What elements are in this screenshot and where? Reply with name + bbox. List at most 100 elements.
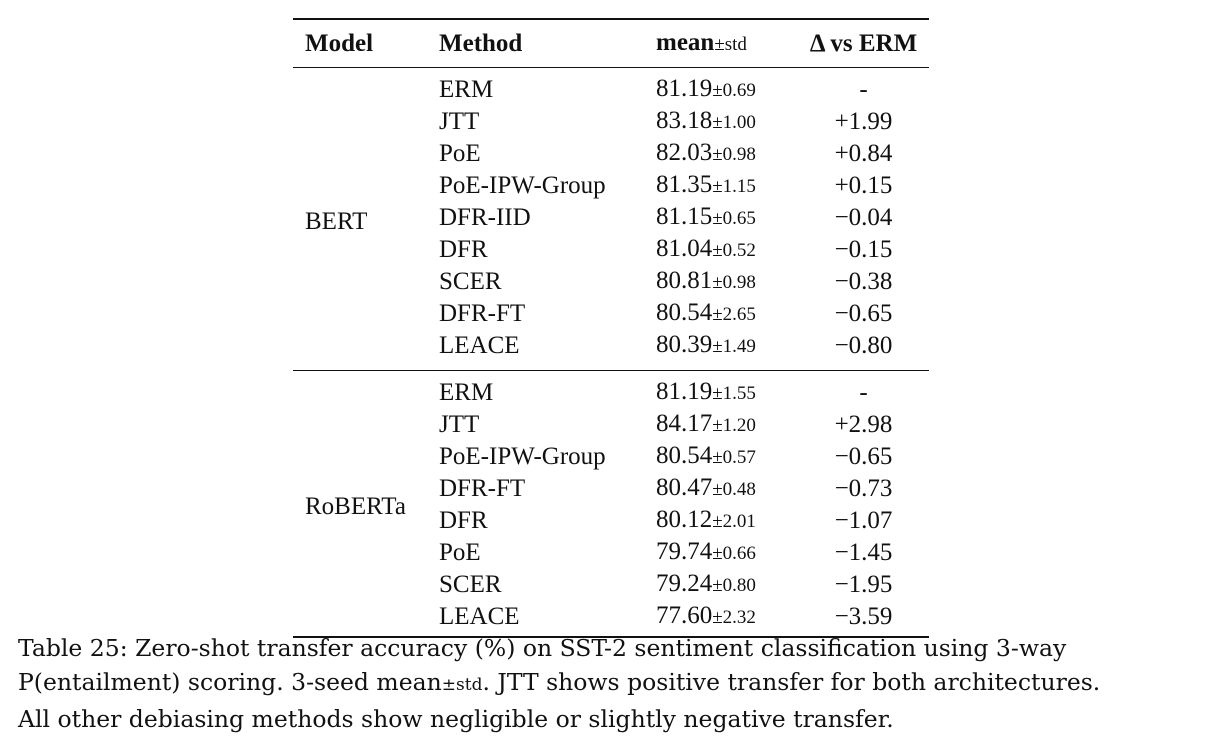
std-value: ±1.15 (712, 176, 756, 197)
mean-value: 80.81 (656, 267, 713, 294)
table-row: DFR 81.04±0.52 −0.15 (293, 234, 929, 266)
mean-value: 83.18 (656, 107, 713, 134)
mean-cell: 81.35±1.15 (656, 170, 798, 202)
mean-value: 81.19 (656, 378, 713, 405)
mean-value: 81.35 (656, 171, 713, 198)
method-cell: LEACE (439, 603, 520, 630)
delta-cell: −0.38 (834, 268, 893, 295)
method-cell: DFR (439, 507, 488, 534)
table-group-roberta: RoBERTa ERM 81.19±1.55 - JTT 84.17±1.20 +2.98 P… (293, 370, 929, 637)
method-cell: ERM (439, 76, 494, 103)
header-delta: Δ vs ERM (809, 30, 918, 57)
header-row: Model Method mean±std Δ vs ERM (293, 19, 929, 68)
delta-cell: −0.65 (834, 443, 893, 470)
method-cell: JTT (439, 411, 480, 438)
header-mean: mean±std (656, 19, 798, 68)
table-row: LEACE 80.39±1.49 −0.80 (293, 330, 929, 371)
method-cell: JTT (439, 108, 480, 135)
table-row: JTT 84.17±1.20 +2.98 (293, 409, 929, 441)
std-value: ±1.00 (712, 112, 756, 133)
model-cell: RoBERTa (305, 492, 406, 520)
mean-cell: 81.04±0.52 (656, 234, 798, 266)
std-value: ±2.32 (712, 607, 756, 628)
std-value: ±1.49 (712, 336, 756, 357)
header-mean-label: mean (656, 29, 715, 56)
std-value: ±0.48 (712, 479, 756, 500)
caption-line-2-end: . JTT shows positive transfer for both a… (482, 668, 1101, 696)
results-table-container: Model Method mean±std Δ vs ERM BERT ERM 81… (293, 18, 929, 638)
mean-value: 77.60 (656, 602, 713, 629)
table-row: JTT 83.18±1.00 +1.99 (293, 106, 929, 138)
mean-value: 80.39 (656, 331, 713, 358)
delta-cell: −0.15 (834, 236, 893, 263)
caption-line-3: All other debiasing methods show negligi… (18, 705, 894, 733)
mean-cell: 81.19±1.55 (656, 371, 798, 410)
std-value: ±0.65 (712, 208, 756, 229)
mean-cell: 79.74±0.66 (656, 537, 798, 569)
mean-cell: 81.19±0.69 (656, 68, 798, 107)
table-row: DFR 80.12±2.01 −1.07 (293, 505, 929, 537)
mean-cell: 77.60±2.32 (656, 601, 798, 637)
mean-value: 79.74 (656, 538, 713, 565)
model-cell: BERT (305, 208, 368, 235)
method-cell: PoE-IPW-Group (439, 443, 606, 470)
delta-cell: −1.07 (834, 507, 893, 534)
caption-std: ±std (441, 675, 483, 695)
mean-cell: 80.47±0.48 (656, 473, 798, 505)
method-cell: DFR-IID (439, 204, 531, 231)
table-row: LEACE 77.60±2.32 −3.59 (293, 601, 929, 637)
table-row: DFR-FT 80.54±2.65 −0.65 (293, 298, 929, 330)
mean-cell: 80.39±1.49 (656, 330, 798, 371)
mean-value: 82.03 (656, 139, 713, 166)
std-value: ±0.80 (712, 575, 756, 596)
table-row: DFR-FT 80.47±0.48 −0.73 (293, 473, 929, 505)
mean-value: 81.19 (656, 75, 713, 102)
table-caption: Table 25: Zero-shot transfer accuracy (%… (18, 631, 1218, 736)
mean-cell: 83.18±1.00 (656, 106, 798, 138)
table-row: BERT ERM 81.19±0.69 - (293, 68, 929, 235)
delta-cell: +1.99 (834, 108, 893, 135)
std-value: ±0.52 (712, 240, 756, 261)
method-cell: PoE (439, 140, 481, 167)
caption-line-2-start: P(entailment) scoring. 3-seed mean (18, 668, 442, 696)
mean-value: 80.54 (656, 299, 713, 326)
std-value: ±0.57 (712, 447, 756, 468)
mean-value: 81.15 (656, 203, 713, 230)
table-row: PoE 82.03±0.98 +0.84 (293, 138, 929, 170)
delta-cell: +0.15 (834, 172, 893, 199)
mean-value: 84.17 (656, 410, 713, 437)
method-cell: ERM (439, 379, 494, 406)
mean-cell: 80.12±2.01 (656, 505, 798, 537)
header-method: Method (439, 30, 523, 57)
mean-cell: 79.24±0.80 (656, 569, 798, 601)
table-row: SCER 79.24±0.80 −1.95 (293, 569, 929, 601)
mean-value: 80.47 (656, 474, 713, 501)
header-mean-std: ±std (714, 34, 747, 55)
mean-cell: 80.54±0.57 (656, 441, 798, 473)
mean-cell: 82.03±0.98 (656, 138, 798, 170)
std-value: ±1.55 (712, 383, 756, 404)
table-header: Model Method mean±std Δ vs ERM (293, 19, 929, 68)
table-row: PoE 79.74±0.66 −1.45 (293, 537, 929, 569)
method-cell: LEACE (439, 332, 520, 359)
std-value: ±0.69 (712, 80, 756, 101)
delta-cell: +0.84 (834, 140, 893, 167)
header-model: Model (305, 30, 374, 57)
method-cell: DFR (439, 236, 488, 263)
method-cell: PoE-IPW-Group (439, 172, 606, 199)
std-value: ±0.66 (712, 543, 756, 564)
mean-value: 80.12 (656, 506, 713, 533)
mean-value: 81.04 (656, 235, 713, 262)
table-row: DFR-IID 81.15±0.65 −0.04 (293, 202, 929, 234)
mean-cell: 80.54±2.65 (656, 298, 798, 330)
table-row: PoE-IPW-Group 81.35±1.15 +0.15 (293, 170, 929, 202)
delta-cell: −0.65 (834, 300, 893, 327)
std-value: ±2.65 (712, 304, 756, 325)
table-group-bert: BERT ERM 81.19±0.69 - JTT 83.18±1.00 +1.99 PoE 8… (293, 68, 929, 371)
delta-cell: - (859, 379, 868, 406)
delta-cell: −3.59 (834, 603, 893, 630)
mean-cell: 81.15±0.65 (656, 202, 798, 234)
method-cell: DFR-FT (439, 300, 526, 327)
method-cell: SCER (439, 571, 502, 598)
delta-cell: +2.98 (834, 411, 893, 438)
